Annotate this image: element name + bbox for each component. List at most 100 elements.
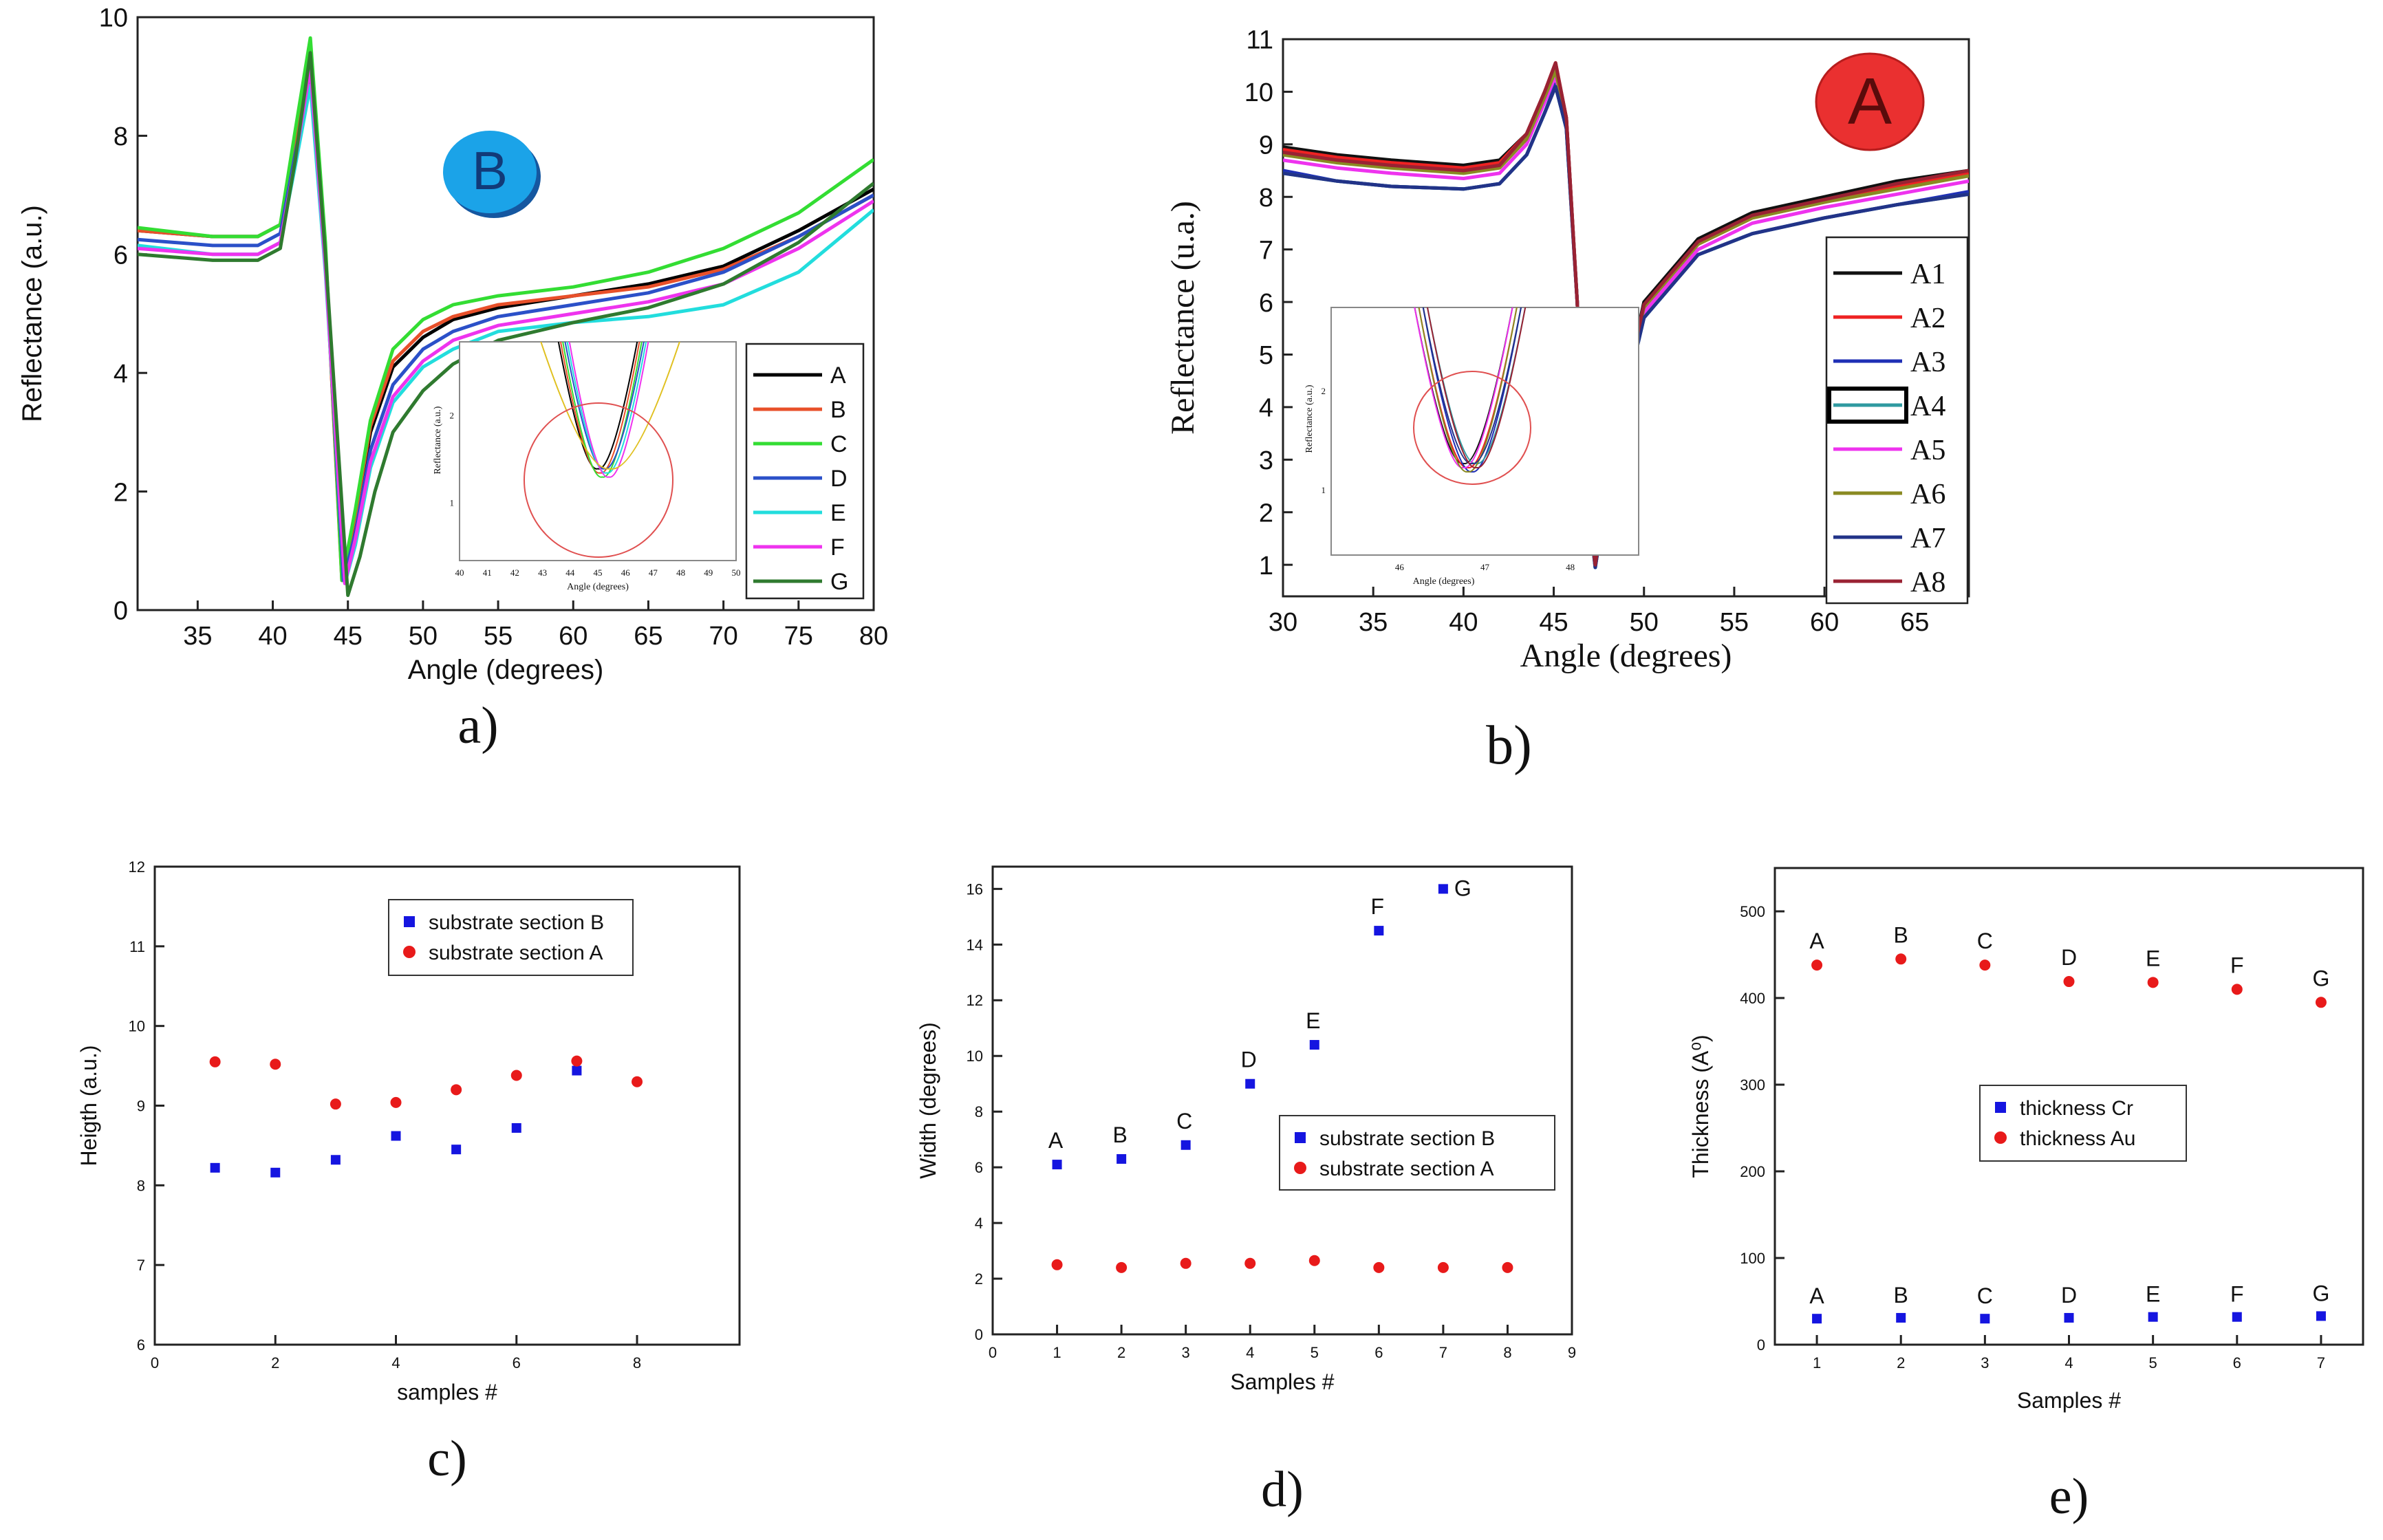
point-label-au: E (2146, 946, 2160, 970)
x-tick-label: 50 (1630, 608, 1659, 637)
legend-label-A5: A5 (1910, 435, 1945, 466)
x-tick-label: 5 (1311, 1344, 1319, 1361)
point-square (1980, 1314, 1990, 1324)
inset-x-tick-label: 47 (649, 567, 658, 578)
inset-y-axis-label: Reflectance (a.u.) (433, 406, 443, 474)
legend-label-D: D (830, 466, 848, 492)
y-tick-label: 10 (129, 1018, 145, 1035)
y-tick-label: 7 (137, 1257, 145, 1274)
x-tick-label: 7 (2317, 1354, 2325, 1371)
badge-letter: A (1848, 65, 1892, 138)
series-line-A8 (1283, 61, 1969, 567)
x-tick-label: 40 (258, 622, 287, 651)
y-tick-label: 500 (1740, 903, 1765, 920)
y-tick-label: 3 (1259, 446, 1273, 475)
x-tick-label: 60 (559, 622, 587, 651)
x-tick-label: 45 (1539, 608, 1568, 637)
y-tick-label: 6 (975, 1159, 983, 1176)
x-tick-label: 0 (151, 1354, 159, 1371)
point-circle (451, 1084, 462, 1096)
x-tick-label: 30 (1269, 608, 1297, 637)
y-tick-label: 4 (975, 1215, 983, 1232)
y-tick-label: 11 (1247, 26, 1273, 55)
inset-x-axis-label: Angle (degrees) (1413, 576, 1475, 587)
legend-label-A: A (830, 362, 846, 389)
y-axis-label: Reflectance (a.u.) (17, 205, 47, 422)
x-tick-label: 1 (1053, 1344, 1061, 1361)
x-tick-label: 65 (1900, 608, 1929, 637)
inset-y-tick-label: 2 (1322, 386, 1326, 396)
y-tick-label: 6 (137, 1336, 145, 1354)
legend-label-A6: A6 (1910, 479, 1945, 510)
series-group (1283, 61, 1969, 570)
x-axis-label: samples # (397, 1380, 497, 1405)
legend-box (388, 899, 634, 976)
point-circle (510, 1070, 522, 1081)
panel-caption: e) (2049, 1468, 2089, 1525)
legend-label-B: B (830, 397, 846, 423)
inset: 40 41 42 43 44 45 46 47 48 49 50 1 2 Angle (degrees) R… (433, 341, 741, 592)
y-axis-label: Heigth (a.u.) (76, 1045, 101, 1166)
point-circle (2231, 984, 2243, 995)
y-tick-label: 2 (114, 478, 128, 507)
panel-caption: d) (1261, 1462, 1304, 1518)
y-tick-label: 16 (967, 880, 983, 898)
y-tick-label: 2 (1259, 499, 1273, 528)
point-label-au: D (2061, 945, 2077, 970)
point-square (1812, 1314, 1822, 1324)
inset-x-tick-label: 43 (538, 567, 547, 578)
point-square (511, 1123, 521, 1133)
point-square (572, 1065, 582, 1076)
y-tick-label: 8 (1259, 184, 1273, 213)
point-circle (1308, 1255, 1320, 1266)
point-square (391, 1131, 401, 1141)
x-axis-label: Angle (degrees) (408, 655, 604, 685)
inset-y-tick-label: 1 (1322, 485, 1326, 495)
point-label-cr: C (1977, 1283, 1993, 1308)
legend-label-A7: A7 (1910, 523, 1945, 554)
point-circle (632, 1076, 643, 1087)
y-tick-label: 6 (114, 241, 128, 270)
point-square (330, 1155, 341, 1165)
point-square (1374, 926, 1384, 936)
y-tick-label: 2 (975, 1270, 983, 1288)
legend-label-A1: A1 (1910, 259, 1945, 290)
y-axis-label: Width (degrees) (916, 1022, 940, 1179)
y-axis-label: Thickness (A⁰) (1688, 1034, 1713, 1178)
series-group (138, 36, 874, 597)
inset-highlight-circle (1413, 371, 1531, 485)
inset-x-tick-label: 42 (510, 567, 519, 578)
y-tick-label: 300 (1740, 1076, 1765, 1094)
y-tick-label: 1 (1259, 552, 1273, 581)
points-group (1051, 884, 1513, 1273)
y-tick-label: 7 (1259, 236, 1273, 265)
point-circle (390, 1096, 402, 1108)
x-tick-label: 80 (859, 622, 888, 651)
x-tick-label: 35 (183, 622, 212, 651)
point-square (451, 1145, 462, 1155)
y-tick-label: 0 (975, 1326, 983, 1343)
plot-frame (1282, 38, 1970, 598)
x-tick-label: 55 (1720, 608, 1749, 637)
x-tick-label: 6 (513, 1354, 521, 1371)
plot-frame (136, 16, 875, 611)
point-circle (2147, 977, 2159, 988)
point-label-cr: F (2230, 1282, 2244, 1307)
legend-label: substrate section A (1319, 1158, 1494, 1180)
legend-label-A8: A8 (1910, 567, 1945, 598)
point-circle (571, 1055, 583, 1067)
inset-y-axis-label: Reflectance (a.u.) (1304, 384, 1315, 453)
chart-c: 0 2 4 6 8 6 7 8 9 10 11 12 samples # Heigth (a.u.) c) s… (76, 858, 741, 1487)
legend-marker-square (1995, 1102, 2006, 1113)
y-tick-label: 5 (1259, 341, 1273, 370)
inset-x-tick-label: 46 (621, 567, 631, 578)
badge-circle (443, 131, 537, 213)
legend-marker-circle (1294, 1162, 1306, 1174)
inset-curve-C (562, 342, 643, 478)
point-circle (1895, 953, 1907, 965)
point-label-au: G (2312, 966, 2329, 990)
x-tick-label: 75 (784, 622, 813, 651)
x-tick-label: 45 (334, 622, 363, 651)
y-tick-label: 12 (129, 858, 145, 876)
